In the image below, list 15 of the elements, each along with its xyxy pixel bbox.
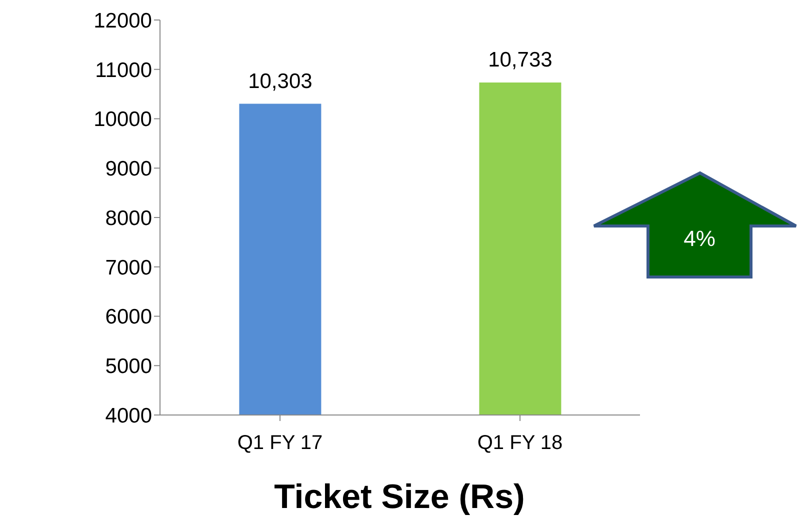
y-tick-label: 6000	[105, 306, 152, 329]
y-tick-label: 5000	[105, 355, 152, 378]
x-tick-label: Q1 FY 17	[237, 432, 323, 454]
y-tick-label: 11000	[95, 58, 152, 82]
y-tick-label: 4000	[105, 404, 152, 428]
text: Ticket Size (Rs)	[273, 478, 526, 517]
text: 4%	[682, 226, 716, 252]
y-tick-label: 10000	[94, 108, 152, 132]
y-tick-label: 8000	[105, 206, 152, 230]
y-tick-label: 12000	[94, 9, 152, 32]
y-tick-label: 9000	[105, 158, 152, 181]
data-label: 10,733	[488, 48, 552, 72]
x-tick-label: Q1 FY 18	[477, 432, 563, 454]
data-label: 10,303	[248, 70, 312, 93]
y-tick-label: 7000	[105, 256, 152, 280]
